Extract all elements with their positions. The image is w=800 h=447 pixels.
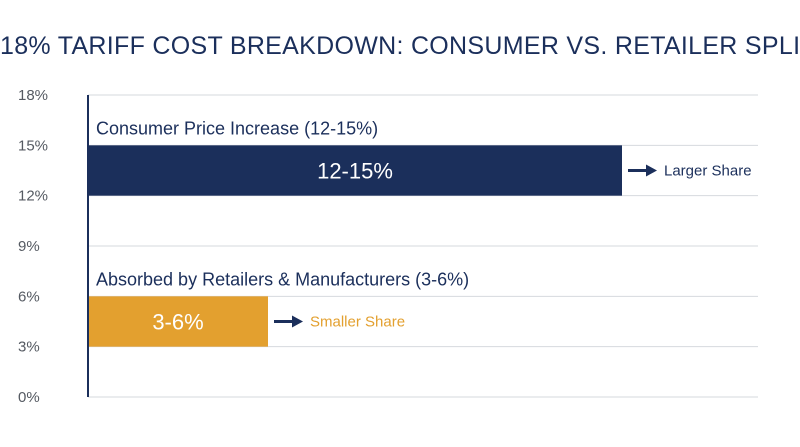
y-tick-label: 12%: [18, 188, 48, 205]
gridlines: [88, 94, 758, 398]
chart-title: 18% TARIFF COST BREAKDOWN: CONSUMER VS. …: [0, 32, 800, 60]
share-annotation: Larger Share: [664, 163, 752, 180]
bar: [88, 145, 622, 196]
y-tick-label: 18%: [18, 87, 48, 104]
bar-group: Consumer Price Increase (12-15%) 12-15% La…: [88, 118, 752, 196]
y-axis-ticks: 0% 3% 6% 9% 12% 15% 18%: [18, 87, 48, 406]
bar-category-label: Absorbed by Retailers & Manufacturers (3…: [96, 269, 469, 289]
y-tick-label: 15%: [18, 137, 48, 154]
bar-value-label: 12-15%: [317, 159, 393, 184]
bar-group: Absorbed by Retailers & Manufacturers (3…: [88, 269, 469, 347]
y-tick-label: 6%: [18, 288, 40, 305]
y-tick-label: 0%: [18, 389, 40, 406]
arrow-icon: [646, 164, 657, 177]
bars: Consumer Price Increase (12-15%) 12-15% La…: [88, 118, 752, 347]
arrow-icon: [292, 315, 303, 328]
bar-category-label: Consumer Price Increase (12-15%): [96, 118, 378, 138]
y-tick-label: 3%: [18, 339, 40, 356]
bar: [88, 296, 268, 347]
bar-value-label: 3-6%: [152, 310, 203, 335]
y-tick-label: 9%: [18, 238, 40, 255]
share-annotation: Smaller Share: [310, 314, 405, 331]
